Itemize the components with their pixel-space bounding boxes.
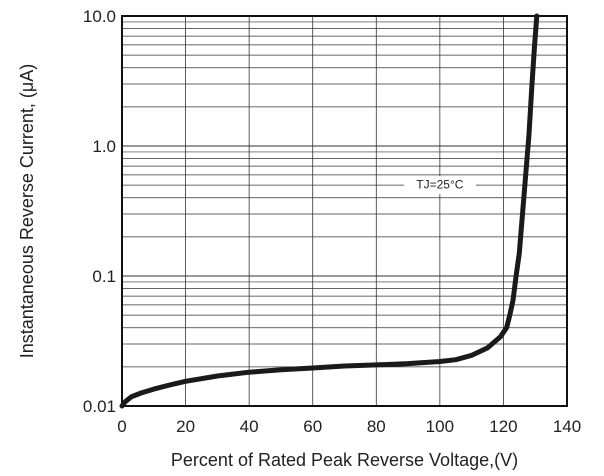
plot-frame bbox=[121, 15, 568, 407]
x-tick-label: 40 bbox=[240, 417, 259, 436]
grid bbox=[121, 16, 568, 407]
y-tick-labels: 0.01 0.1 1.0 10.0 bbox=[83, 7, 116, 416]
x-tick-label: 80 bbox=[367, 417, 386, 436]
x-tick-label: 120 bbox=[489, 417, 517, 436]
y-tick-label: 10.0 bbox=[83, 7, 116, 26]
x-tick-label: 100 bbox=[426, 417, 454, 436]
x-axis-title: Percent of Rated Peak Reverse Voltage,(V… bbox=[171, 450, 518, 470]
y-tick-label: 1.0 bbox=[92, 137, 116, 156]
x-tick-label: 0 bbox=[117, 417, 126, 436]
series-line-0 bbox=[119, 13, 540, 409]
x-tick-label: 20 bbox=[176, 417, 195, 436]
annotation-tj: TJ=25°C bbox=[416, 177, 463, 191]
annotation-background bbox=[403, 176, 476, 195]
x-tick-label: 60 bbox=[303, 417, 322, 436]
y-tick-label: 0.01 bbox=[83, 397, 116, 416]
series-layer bbox=[119, 13, 540, 409]
y-axis-title: Instantaneous Reverse Current, (μA) bbox=[17, 64, 37, 359]
y-tick-label: 0.1 bbox=[92, 267, 116, 286]
x-tick-labels: 0 20 40 60 80 100 120 140 bbox=[117, 417, 581, 436]
x-tick-label: 140 bbox=[553, 417, 581, 436]
